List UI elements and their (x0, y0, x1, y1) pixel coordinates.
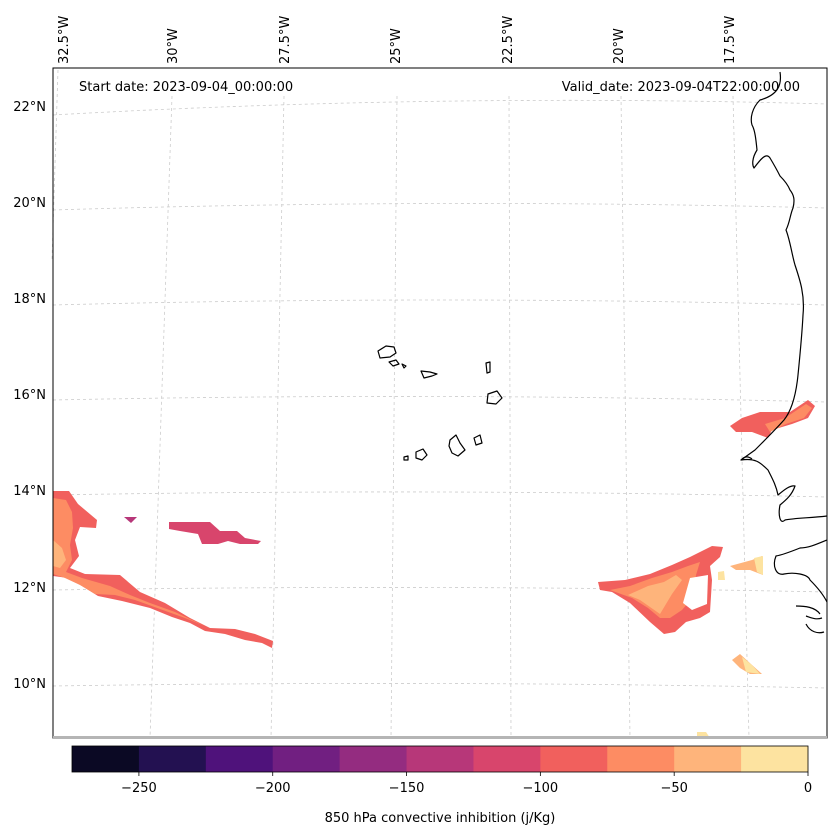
island-boa-vista (486, 390, 503, 405)
coastlines (377, 71, 828, 634)
island-santa-luzia (401, 363, 407, 369)
colorbar-swatches (72, 746, 809, 772)
contour-senegal-inner (765, 404, 812, 432)
contour-west-outer (53, 491, 273, 648)
valid-date-label: Valid_date: 2023-09-04T22:00:00.00 (562, 80, 800, 95)
africa-coast-south (773, 539, 828, 634)
latitude-labels: 22°N 20°N 18°N 16°N 14°N 12°N 10°N (13, 100, 46, 692)
contour-west-inner (53, 540, 66, 568)
colorbar-tick-label: 0 (804, 781, 812, 796)
lon-label-30w: 30°W (166, 28, 181, 64)
map-frame (52, 67, 828, 739)
lon-label-20w: 20°W (612, 28, 627, 64)
cin-contours (53, 400, 815, 738)
lon-label-17-5w: 17.5°W (723, 16, 738, 64)
colorbar-tick-label: −250 (121, 781, 157, 796)
colorbar-tick-label: −50 (660, 781, 687, 796)
colorbar-tick-label: −200 (255, 781, 291, 796)
lat-label-10n: 10°N (13, 677, 46, 692)
island-sao-vicente (388, 359, 400, 367)
colorbar-ticks: −250 −200 −150 −100 −50 0 (121, 772, 812, 796)
island-fogo (415, 448, 428, 461)
start-date-label: Start date: 2023-09-04_00:00:00 (79, 80, 293, 95)
colorbar-frame (71, 745, 809, 773)
colorbar-swatch (473, 746, 541, 772)
contour-central-band (169, 522, 261, 544)
island-santo-antao (377, 345, 397, 359)
contour-west-patch (124, 517, 137, 523)
africa-coast-north (740, 71, 828, 522)
colorbar-swatch (339, 746, 408, 772)
graticule-grid (51, 69, 828, 739)
colorbar-swatch (272, 746, 341, 772)
contour-east-small-edge (754, 556, 763, 575)
contour-east-inner (628, 575, 682, 614)
lon-label-25w: 25°W (389, 28, 404, 64)
island-sal (485, 361, 491, 374)
island-sao-nicolau (420, 370, 438, 379)
map-frame-bottom-shade (53, 736, 827, 739)
lon-label-22-5w: 22.5°W (501, 16, 516, 64)
island-brava (403, 455, 409, 461)
lat-label-16n: 16°N (13, 388, 46, 403)
colorbar-swatch (72, 746, 140, 772)
colorbar-label: 850 hPa convective inhibition (j/Kg) (325, 811, 556, 826)
lat-label-14n: 14°N (13, 484, 46, 499)
contour-west-mid (53, 498, 205, 626)
lat-label-12n: 12°N (13, 581, 46, 596)
lat-label-20n: 20°N (13, 196, 46, 211)
contour-east-dot (718, 571, 725, 580)
colorbar-swatch (607, 746, 675, 772)
colorbar-swatch (205, 746, 274, 772)
lon-label-32-5w: 32.5°W (57, 16, 72, 64)
contour-senegal-outer (730, 400, 815, 438)
island-maio (473, 434, 483, 446)
longitude-labels: 32.5°W 30°W 27.5°W 25°W 22.5°W 20°W 17.5… (57, 16, 738, 64)
colorbar-tick-label: −150 (389, 781, 425, 796)
contour-south-patch-edge (742, 657, 760, 674)
lat-label-18n: 18°N (13, 292, 46, 307)
colorbar-swatch (540, 746, 608, 772)
colorbar-tick-label: −100 (523, 781, 559, 796)
contour-east-hole (683, 575, 708, 610)
lat-label-22n: 22°N (13, 100, 46, 115)
colorbar: −250 −200 −150 −100 −50 0 850 hPa convective … (71, 745, 812, 826)
colorbar-swatch (674, 746, 742, 772)
colorbar-swatch (138, 746, 207, 772)
lon-label-27-5w: 27.5°W (278, 16, 293, 64)
dakar-peninsula (740, 456, 753, 461)
island-santiago (448, 434, 466, 457)
colorbar-swatch (406, 746, 474, 772)
colorbar-swatch (741, 746, 809, 772)
